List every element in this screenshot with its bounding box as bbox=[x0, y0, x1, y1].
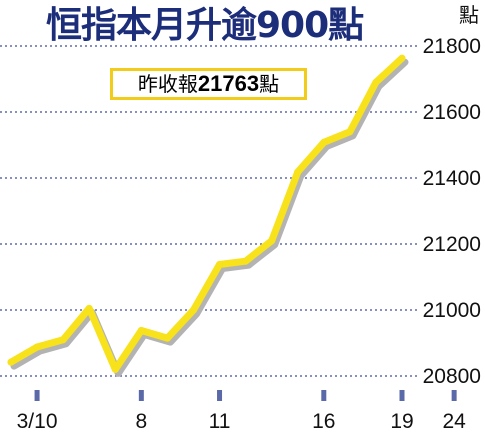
y-tick-label-21800: 21800 bbox=[423, 35, 481, 58]
y-tick-label-20800: 20800 bbox=[423, 365, 481, 388]
y-tick-label-21600: 21600 bbox=[423, 101, 481, 124]
x-tick-label-5: 24 bbox=[442, 410, 466, 433]
callout-value: 21763 bbox=[197, 71, 260, 96]
x-tick-label-2: 11 bbox=[209, 410, 231, 433]
x-tick-mark-1 bbox=[138, 390, 144, 401]
data-point-5 bbox=[137, 327, 145, 334]
y-tick-label-21200: 21200 bbox=[423, 233, 481, 256]
data-point-1 bbox=[33, 343, 41, 351]
data-point-9 bbox=[242, 257, 250, 265]
callout-suffix: 點 bbox=[259, 72, 280, 96]
y-axis-unit-label: 點 bbox=[459, 3, 479, 27]
gridlines bbox=[0, 45, 420, 377]
series-line-shadow bbox=[10, 58, 409, 377]
x-tick-marks bbox=[34, 390, 457, 401]
data-point-13 bbox=[346, 128, 354, 136]
series-line bbox=[7, 54, 406, 373]
data-point-15 bbox=[398, 54, 406, 62]
last-close-callout: 昨收報21763點 bbox=[110, 68, 307, 100]
x-tick-label-0: 3/10 bbox=[17, 410, 58, 433]
callout-prefix: 昨收報 bbox=[137, 72, 198, 96]
x-tick-mark-0 bbox=[34, 390, 40, 401]
y-tick-label-21000: 21000 bbox=[423, 299, 481, 322]
data-point-8 bbox=[216, 261, 223, 268]
x-tick-mark-4 bbox=[399, 390, 405, 401]
x-tick-label-3: 16 bbox=[312, 410, 335, 433]
data-point-3 bbox=[85, 304, 93, 312]
data-point-4 bbox=[111, 365, 119, 373]
data-point-2 bbox=[59, 336, 67, 344]
x-tick-labels: 3/10 8 11 16 19 24 bbox=[17, 410, 467, 433]
y-tick-label-21400: 21400 bbox=[423, 167, 481, 190]
data-point-10 bbox=[268, 237, 276, 245]
x-tick-mark-3 bbox=[321, 390, 327, 401]
x-tick-mark-2 bbox=[217, 390, 223, 401]
x-tick-mark-5 bbox=[451, 390, 457, 401]
data-point-11 bbox=[294, 168, 302, 176]
data-point-0 bbox=[7, 358, 15, 366]
x-tick-label-1: 8 bbox=[135, 410, 147, 433]
data-point-12 bbox=[320, 138, 328, 146]
data-point-14 bbox=[372, 78, 380, 86]
series-line-group bbox=[7, 54, 409, 377]
data-point-6 bbox=[163, 334, 171, 342]
data-point-7 bbox=[190, 306, 197, 314]
y-tick-labels: 20800 21000 21200 21400 21600 21800 bbox=[423, 35, 481, 388]
x-tick-label-4: 19 bbox=[390, 410, 413, 433]
chart-title: 恒指本月升逾900點 bbox=[46, 5, 364, 46]
